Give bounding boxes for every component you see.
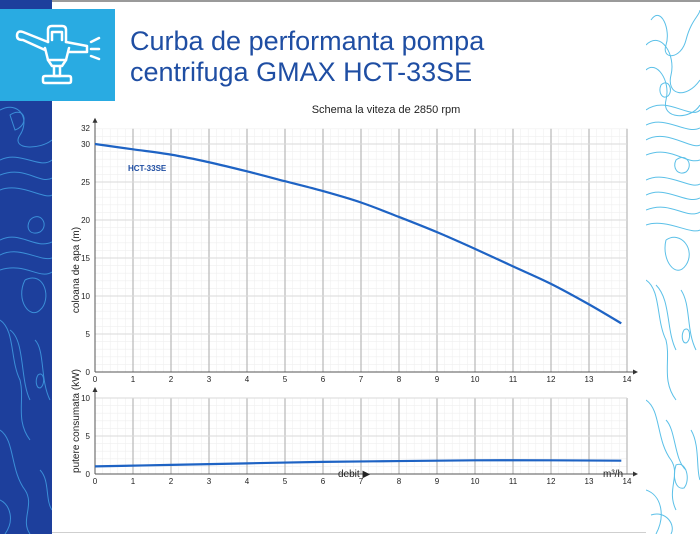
svg-text:0: 0 bbox=[86, 470, 91, 479]
bottom-divider bbox=[52, 532, 646, 533]
contour-pattern-icon bbox=[646, 9, 700, 534]
svg-text:10: 10 bbox=[471, 477, 480, 486]
page-title: Curba de performanta pompa centrifuga GM… bbox=[130, 26, 484, 88]
svg-text:13: 13 bbox=[585, 375, 594, 384]
svg-text:6: 6 bbox=[321, 375, 326, 384]
svg-text:20: 20 bbox=[81, 216, 90, 225]
svg-text:2: 2 bbox=[169, 477, 174, 486]
svg-text:1: 1 bbox=[131, 477, 136, 486]
svg-text:2: 2 bbox=[169, 375, 174, 384]
svg-text:1: 1 bbox=[131, 375, 136, 384]
x-axis-title: debit ▶ bbox=[338, 469, 371, 480]
svg-text:9: 9 bbox=[435, 477, 440, 486]
svg-text:0: 0 bbox=[86, 368, 91, 377]
head-curve bbox=[94, 142, 622, 325]
sprinkler-icon-box bbox=[0, 9, 115, 101]
svg-text:32: 32 bbox=[81, 124, 90, 133]
title-line-2: centrifuga GMAX HCT-33SE bbox=[130, 57, 473, 87]
svg-text:8: 8 bbox=[397, 477, 402, 486]
svg-text:5: 5 bbox=[86, 330, 91, 339]
svg-text:13: 13 bbox=[585, 477, 594, 486]
svg-text:11: 11 bbox=[509, 375, 518, 384]
svg-text:9: 9 bbox=[435, 375, 440, 384]
svg-text:3: 3 bbox=[207, 477, 212, 486]
svg-text:25: 25 bbox=[81, 178, 90, 187]
svg-text:10: 10 bbox=[471, 375, 480, 384]
svg-text:14: 14 bbox=[623, 375, 632, 384]
svg-text:8: 8 bbox=[397, 375, 402, 384]
y-axis-title-head: coloana de apa (m) bbox=[71, 227, 82, 313]
series-label: HCT-33SE bbox=[128, 164, 167, 173]
svg-text:0: 0 bbox=[93, 477, 98, 486]
svg-text:7: 7 bbox=[359, 477, 364, 486]
svg-text:5: 5 bbox=[283, 477, 288, 486]
svg-text:4: 4 bbox=[245, 477, 250, 486]
x-axis-unit: m³/h bbox=[603, 469, 623, 480]
chart-subtitle: Schema la viteza de 2850 rpm bbox=[311, 104, 461, 116]
svg-text:7: 7 bbox=[359, 375, 364, 384]
sprinkler-icon bbox=[15, 24, 100, 85]
svg-text:3: 3 bbox=[207, 375, 212, 384]
svg-text:5: 5 bbox=[283, 375, 288, 384]
svg-text:6: 6 bbox=[321, 477, 326, 486]
right-decorative-strip bbox=[646, 0, 700, 534]
y-axis-title-power: putere consumata (kW) bbox=[71, 369, 82, 473]
svg-text:5: 5 bbox=[86, 432, 91, 441]
svg-text:11: 11 bbox=[509, 477, 518, 486]
top-border bbox=[0, 0, 700, 2]
svg-text:0: 0 bbox=[93, 375, 98, 384]
title-line-1: Curba de performanta pompa bbox=[130, 26, 485, 56]
svg-text:14: 14 bbox=[623, 477, 632, 486]
svg-text:10: 10 bbox=[81, 292, 90, 301]
svg-text:30: 30 bbox=[81, 140, 90, 149]
svg-text:12: 12 bbox=[547, 375, 556, 384]
svg-text:12: 12 bbox=[547, 477, 556, 486]
svg-text:15: 15 bbox=[81, 254, 90, 263]
svg-text:4: 4 bbox=[245, 375, 250, 384]
svg-text:10: 10 bbox=[81, 394, 90, 403]
power-curve bbox=[94, 459, 622, 468]
